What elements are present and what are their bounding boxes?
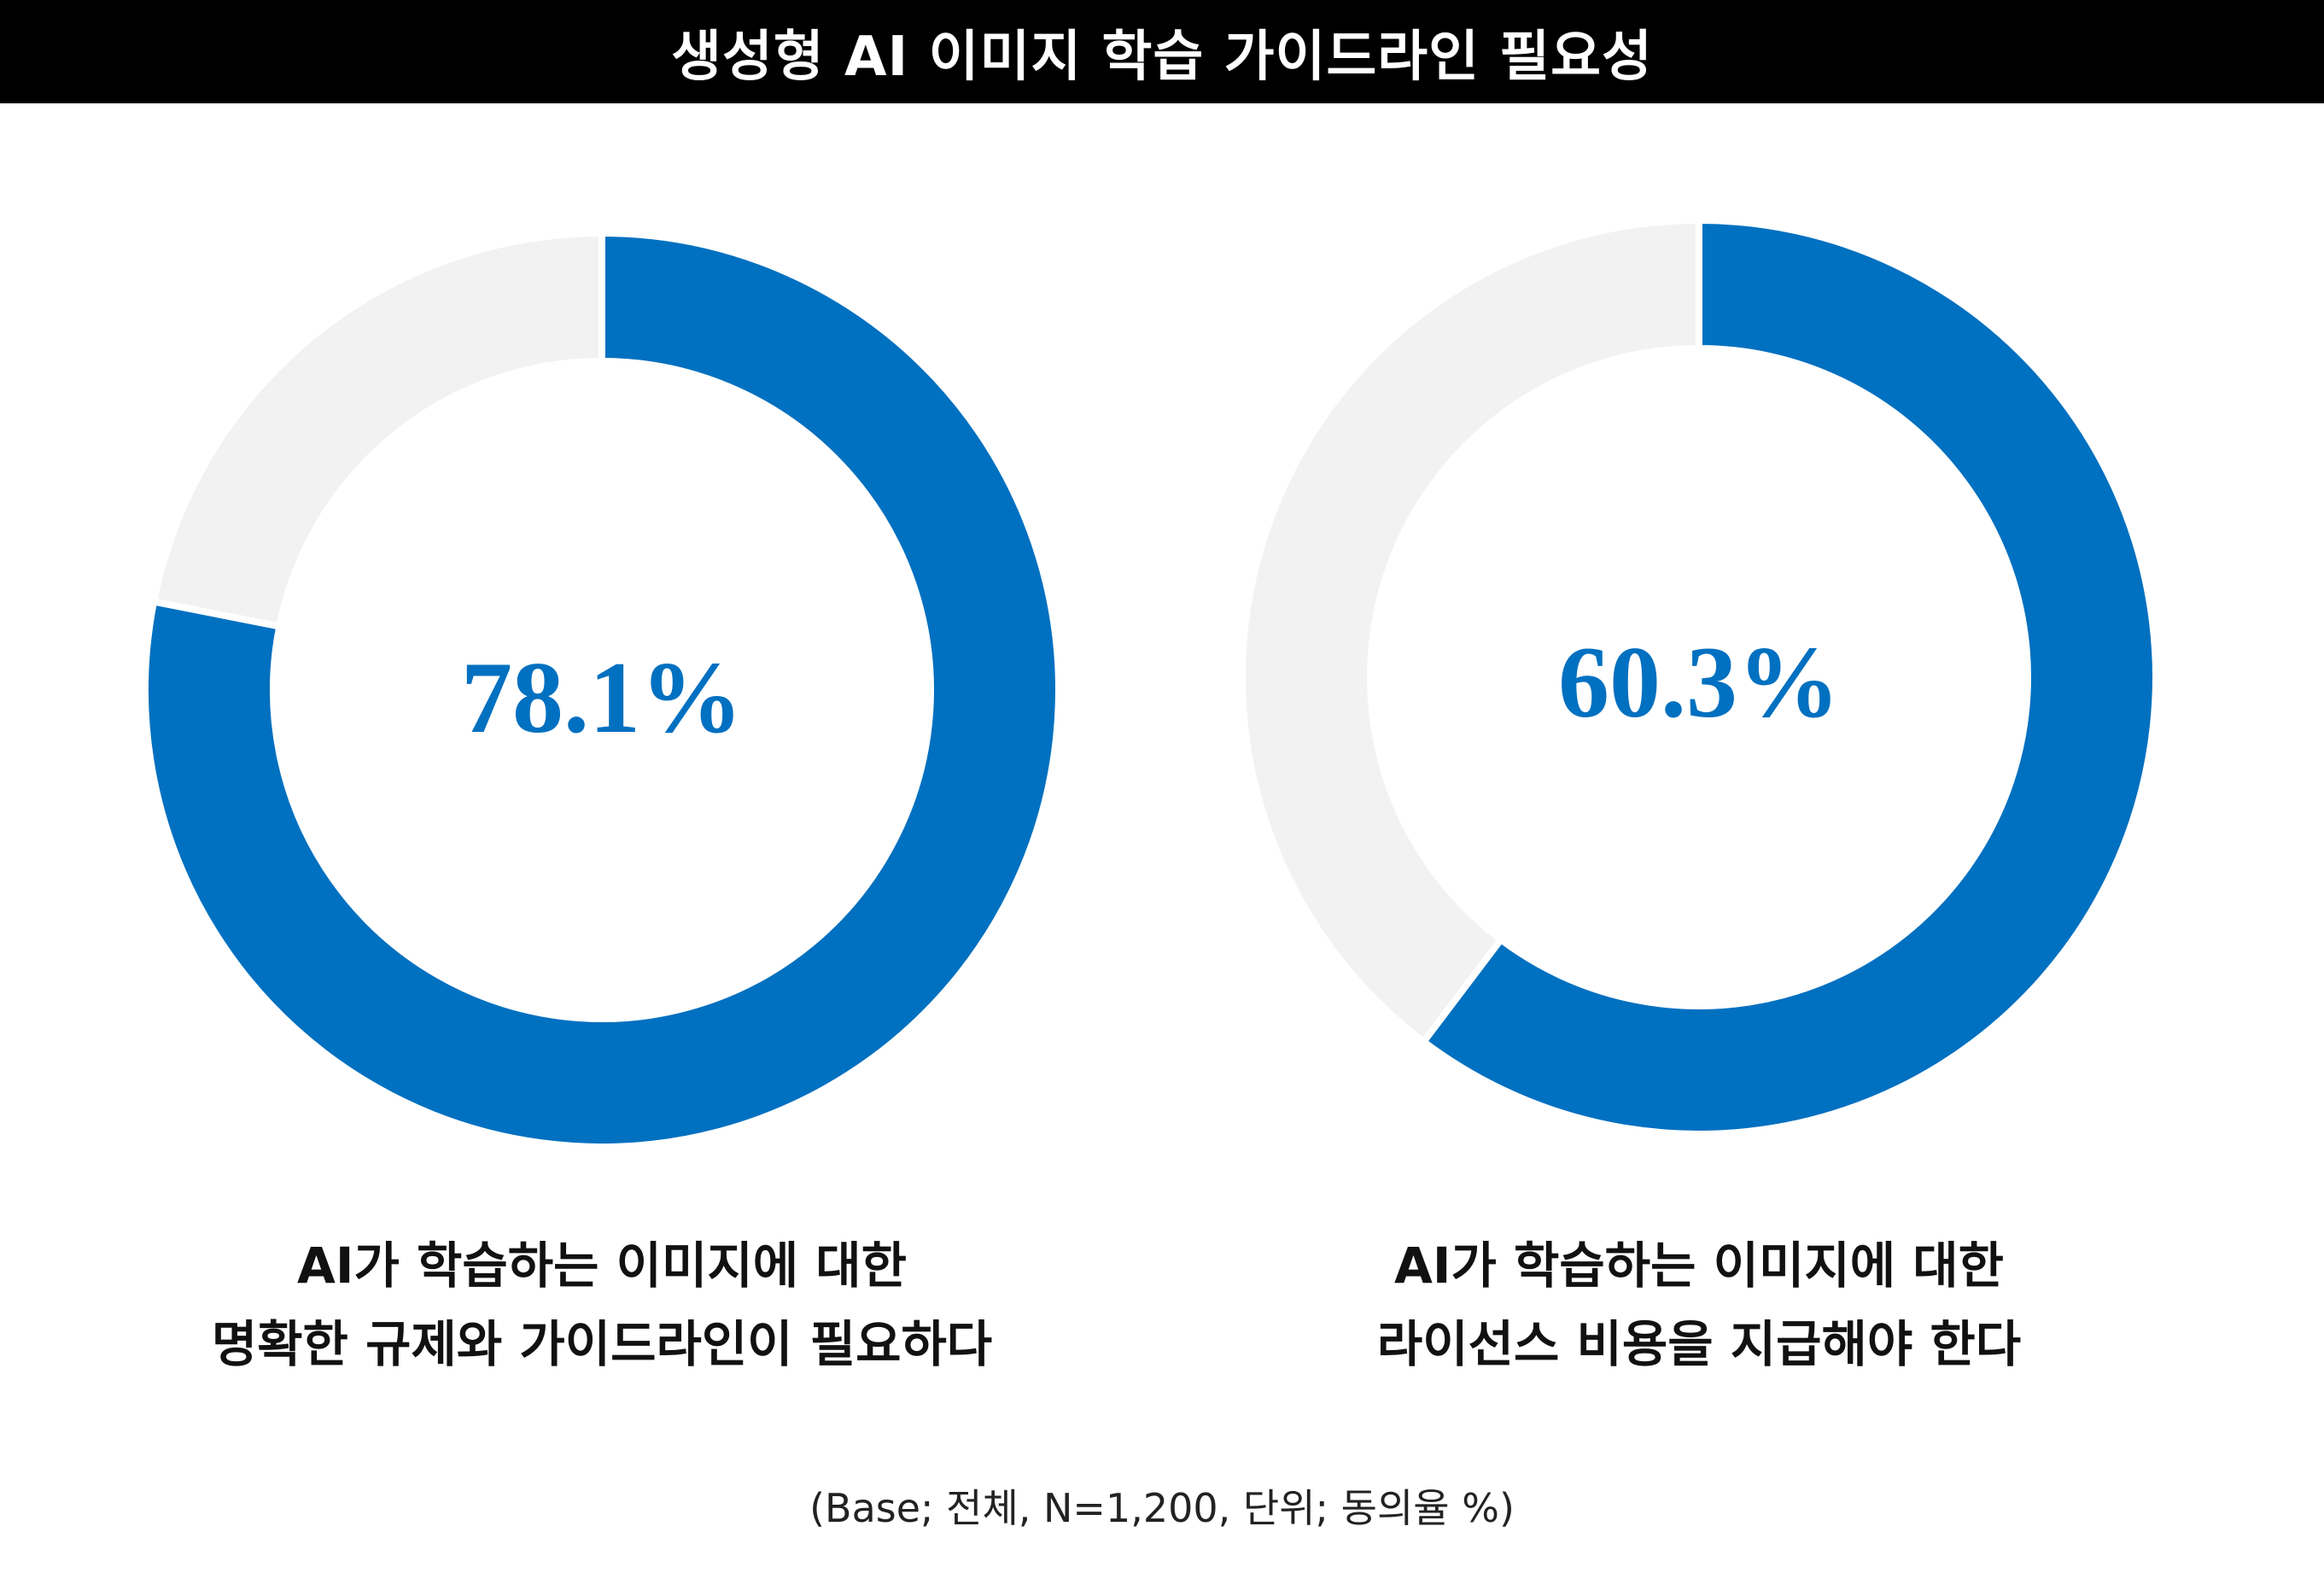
donut-1-center-label: 78.1% bbox=[461, 640, 743, 754]
donut-2-caption-line-2: 라이선스 비용을 지급해야 한다 bbox=[1376, 1315, 2022, 1373]
donut-chart-1: 78.1% bbox=[142, 229, 1062, 1150]
donut-1-slice-1 bbox=[142, 229, 1062, 1150]
donut-1-caption-line-2: 명확한 규제와 가이드라인이 필요하다 bbox=[211, 1315, 993, 1373]
chart-title: 생성형 AI 이미지 학습 가이드라인 필요성 bbox=[671, 25, 1653, 89]
donut-2-slices bbox=[1238, 216, 2159, 1137]
donut-1-slice-2 bbox=[149, 229, 605, 631]
donut-2-caption-line-1: AI가 학습하는 이미지에 대한 bbox=[1393, 1237, 2004, 1295]
donut-1-caption: AI가 학습하는 이미지에 대한 명확한 규제와 가이드라인이 필요하다 bbox=[47, 1226, 1157, 1383]
donut-chart-2: 60.3% bbox=[1238, 216, 2159, 1137]
donut-1-caption-line-1: AI가 학습하는 이미지에 대한 bbox=[296, 1237, 907, 1295]
donut-1-slices bbox=[142, 229, 1062, 1150]
donut-2-center-label: 60.3% bbox=[1558, 625, 1840, 739]
donut-2-caption: AI가 학습하는 이미지에 대한 라이선스 비용을 지급해야 한다 bbox=[1144, 1226, 2254, 1383]
base-note: (Base; 전체, N=1,200, 단위; 동의율 %) bbox=[809, 1485, 1515, 1531]
donut-2-slice-2 bbox=[1238, 216, 1702, 1047]
donut-2-slice-1 bbox=[1418, 216, 2159, 1137]
title-bar: 생성형 AI 이미지 학습 가이드라인 필요성 bbox=[0, 0, 2324, 103]
